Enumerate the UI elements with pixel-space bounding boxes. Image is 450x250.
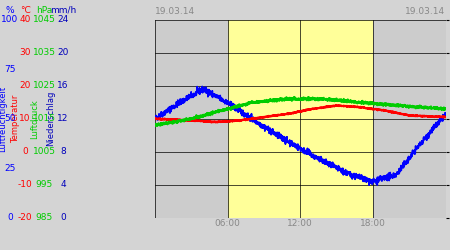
Text: %: % [5, 6, 14, 15]
Text: hPa: hPa [36, 6, 52, 15]
Text: 100: 100 [1, 16, 18, 24]
Text: 0: 0 [22, 147, 28, 156]
Text: Niederschlag: Niederschlag [46, 91, 55, 146]
Text: °C: °C [20, 6, 31, 15]
Text: 19.03.14: 19.03.14 [155, 7, 195, 16]
Text: 10: 10 [19, 114, 31, 123]
Text: -20: -20 [18, 213, 32, 222]
Bar [228, 20, 373, 218]
Text: 16: 16 [57, 81, 69, 90]
Text: 24: 24 [58, 16, 68, 24]
Text: 4: 4 [60, 180, 66, 189]
Text: 0: 0 [7, 213, 13, 222]
Text: 20: 20 [19, 81, 31, 90]
Text: Luftfeuchtigkeit: Luftfeuchtigkeit [0, 86, 7, 152]
Text: 1025: 1025 [33, 81, 55, 90]
Text: 1005: 1005 [32, 147, 56, 156]
Text: 8: 8 [60, 147, 66, 156]
Text: 12: 12 [57, 114, 69, 123]
Text: 0: 0 [60, 213, 66, 222]
Text: Luftdruck: Luftdruck [30, 99, 39, 138]
Text: 1045: 1045 [33, 16, 55, 24]
Text: 20: 20 [57, 48, 69, 58]
Text: mm/h: mm/h [50, 6, 76, 15]
Text: Temperatur: Temperatur [11, 94, 20, 143]
Text: 30: 30 [19, 48, 31, 58]
Text: 50: 50 [4, 114, 16, 123]
Text: 1015: 1015 [32, 114, 56, 123]
Text: 1035: 1035 [32, 48, 56, 58]
Text: 985: 985 [36, 213, 53, 222]
Text: 40: 40 [19, 16, 31, 24]
Text: 75: 75 [4, 65, 16, 74]
Text: 25: 25 [4, 164, 16, 172]
Text: -10: -10 [18, 180, 32, 189]
Text: 19.03.14: 19.03.14 [405, 7, 446, 16]
Text: 995: 995 [36, 180, 53, 189]
